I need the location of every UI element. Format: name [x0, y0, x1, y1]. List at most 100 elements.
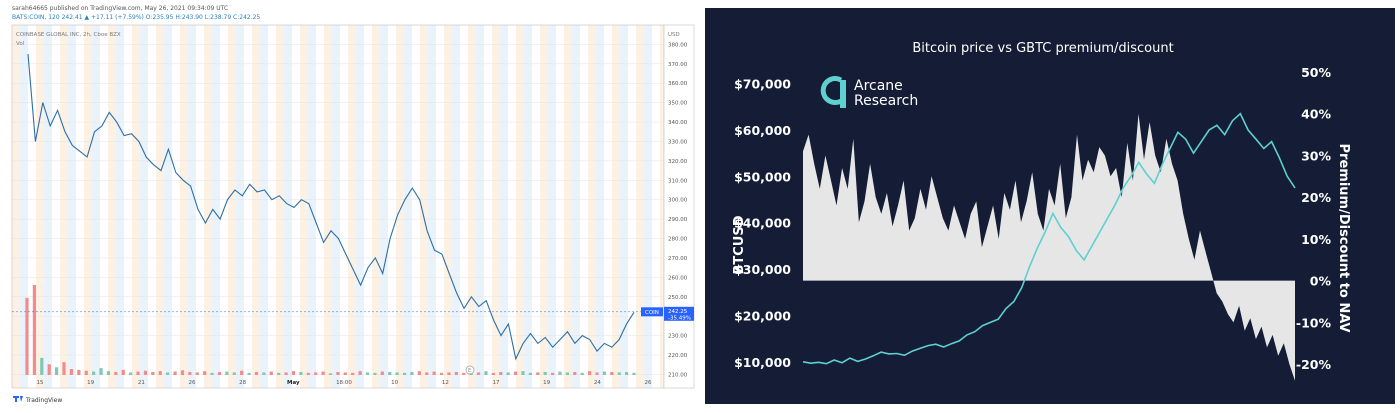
volume-bar	[402, 372, 407, 375]
volume-bar	[321, 371, 325, 375]
session-band	[260, 25, 268, 388]
right-axis-label: Premium/Discount to NAV	[1336, 144, 1351, 333]
volume-bar	[166, 372, 170, 375]
time-tick-label: 19	[87, 380, 94, 386]
volume-bar	[595, 372, 599, 375]
session-band	[348, 25, 356, 388]
btc-price-tick: $10,000	[734, 355, 791, 370]
vol-label: Vol	[16, 41, 25, 47]
volume-bar	[106, 371, 111, 375]
session-band	[524, 25, 532, 388]
session-band	[284, 25, 292, 388]
session-band	[460, 25, 468, 388]
volume-bar	[580, 372, 584, 375]
price-axis-panel	[663, 24, 695, 389]
session-band	[132, 25, 140, 388]
volume-bar	[587, 371, 592, 375]
session-band	[340, 25, 348, 388]
volume-bar	[506, 372, 510, 375]
session-band	[156, 25, 164, 388]
session-band	[516, 25, 524, 388]
event-marker-icon[interactable]	[465, 365, 475, 375]
session-band	[484, 25, 492, 388]
time-tick-label: May	[287, 380, 300, 386]
session-band	[636, 25, 644, 388]
volume-bar	[92, 371, 96, 375]
session-band	[644, 25, 652, 388]
volume-bar	[247, 372, 251, 375]
session-band	[268, 25, 276, 388]
volume-bar	[151, 372, 155, 375]
session-band	[548, 25, 556, 388]
volume-bar	[121, 369, 125, 375]
session-band	[580, 25, 588, 388]
price-gridlines	[12, 44, 664, 375]
volume-bar	[447, 372, 451, 375]
chart-header: sarah64665 published on TradingView.com,…	[12, 4, 260, 22]
time-tick-label: 21	[138, 380, 145, 386]
volume-bar	[114, 372, 118, 375]
session-band	[652, 25, 660, 388]
price-tag-value: 242.25	[668, 309, 688, 315]
session-band	[308, 25, 316, 388]
price-tick-label: 210.00	[668, 372, 688, 378]
session-band	[444, 25, 452, 388]
session-band	[12, 25, 20, 388]
tradingview-brand[interactable]: TradingView	[25, 397, 62, 404]
volume-bar	[521, 371, 525, 375]
session-band	[52, 25, 60, 388]
volume-bar	[254, 372, 259, 375]
volume-bar	[328, 373, 333, 375]
volume-bar	[84, 370, 88, 375]
volume-bar	[439, 372, 444, 375]
premium-tick: 50%	[1301, 65, 1331, 80]
volume-bar	[536, 372, 540, 375]
session-band	[604, 25, 612, 388]
session-band	[468, 25, 476, 388]
volume-bar	[373, 372, 377, 375]
volume-bar	[617, 372, 621, 375]
price-line	[27, 54, 635, 361]
volume-bar	[306, 372, 310, 375]
time-tick-label: 10	[391, 380, 398, 386]
session-band	[564, 25, 572, 388]
tradingview-logo-icon[interactable]	[13, 396, 23, 402]
volume-bar	[129, 372, 133, 375]
volume-bar	[388, 372, 392, 375]
price-tag: COIN 242.25 -35.49%	[641, 306, 694, 321]
price-tick-label: 360.00	[668, 81, 688, 87]
session-band	[316, 25, 324, 388]
volume-bar	[291, 371, 296, 375]
volume-bar	[343, 372, 347, 375]
ohlc-line: BATS:COIN, 120 242.41 ▲ +17.11 (+7.59%) …	[12, 14, 261, 21]
volume-bar	[484, 371, 488, 375]
price-tick-label: 280.00	[668, 237, 688, 243]
volume-bar	[62, 362, 66, 375]
btc-price-tick: $30,000	[734, 262, 791, 277]
price-tick-label: 250.00	[668, 295, 688, 301]
coinbase-price-chart: COINBASE GLOBAL INC, 2h, Cboe BZX Vol US…	[11, 24, 695, 404]
volume-bar	[358, 371, 362, 375]
volume-bar	[565, 372, 569, 375]
volume-bar	[624, 372, 629, 375]
session-band	[116, 25, 124, 388]
session-band	[356, 25, 364, 388]
volume-bar	[550, 372, 555, 375]
btc-price-tick: $40,000	[734, 216, 791, 231]
session-band	[556, 25, 564, 388]
logo-line-2: Research	[854, 93, 918, 109]
session-band	[172, 25, 180, 388]
time-tick-label: 15	[37, 380, 44, 386]
time-tick-label: 24	[594, 380, 601, 386]
time-tick-label: 26	[645, 380, 652, 386]
volume-bar	[573, 372, 577, 375]
volume-bar	[180, 370, 185, 375]
volume-bar	[602, 371, 606, 375]
time-tick-label: 18:00	[336, 380, 352, 386]
volume-bar	[528, 372, 532, 375]
left-axis-label: BTCUSD	[732, 215, 747, 274]
time-tick-label: 12	[442, 380, 449, 386]
btc-price-tick: $70,000	[734, 77, 791, 92]
volume-bar	[225, 371, 229, 375]
arcane-logo-icon	[820, 76, 846, 108]
